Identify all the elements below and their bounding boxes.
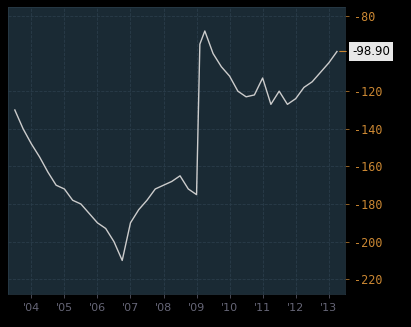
Text: -98.90: -98.90 bbox=[340, 45, 390, 58]
